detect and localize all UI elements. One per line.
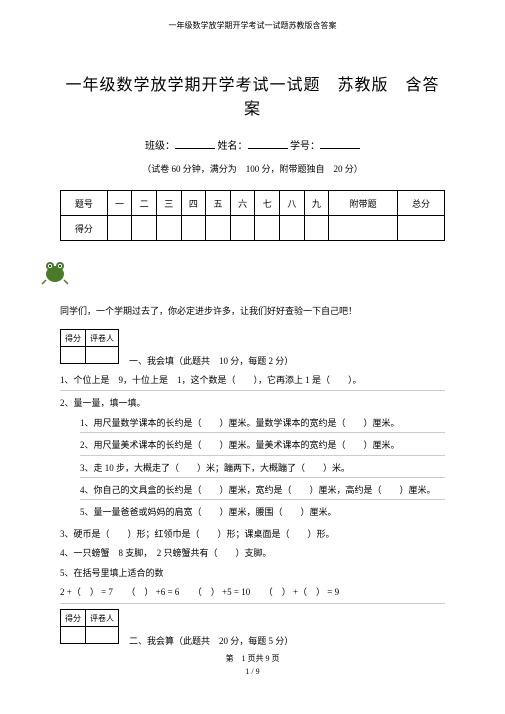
frog-icon <box>40 256 70 286</box>
cell <box>156 216 181 241</box>
cell: 四 <box>181 191 206 216</box>
cell: 得分 <box>61 330 86 347</box>
cell: 九 <box>304 191 329 216</box>
score-table: 题号 一 二 三 四 五 六 七 八 九 附带题 总分 得分 <box>60 190 445 241</box>
cell: 评卷人 <box>86 330 119 347</box>
name-blank <box>248 138 288 149</box>
q2: 2、量一量，填一填。 <box>60 396 445 410</box>
q3: 3、硬币是（ ）形；红领巾是（ ）形；课桌面是（ ）形。 <box>60 527 445 541</box>
q1: 1、个位上是 9，十位上是 1，这个数是（ ），它再添上 1 是（ ）。 <box>60 373 445 391</box>
id-label: 学号： <box>290 141 320 152</box>
cell: 六 <box>230 191 255 216</box>
cell <box>255 216 280 241</box>
cell: 附带题 <box>329 191 398 216</box>
cell: 八 <box>280 191 305 216</box>
q2-3: 3、走 10 步，大概走了（ ）米；蹦两下，大概蹦了（ ）米。 <box>80 461 445 478</box>
section2-header: 得分评卷人 二、我会算（此题共 20 分，每题 5 分） <box>60 609 445 647</box>
cell: 评卷人 <box>86 610 119 627</box>
intro-text: 同学们，一个学期过去了，你必定进步许多，让我们好好查验一下自己吧！ <box>60 304 445 317</box>
q4: 4、一只螃蟹 8 支脚， 2 只螃蟹共有（ ）支脚。 <box>60 546 445 560</box>
cell <box>86 627 119 644</box>
class-blank <box>175 138 215 149</box>
cell: 七 <box>255 191 280 216</box>
cell <box>107 216 132 241</box>
cell <box>132 216 157 241</box>
cell: 题号 <box>61 191 108 216</box>
cell: 总分 <box>398 191 445 216</box>
q5: 5、在括号里填上适合的数 <box>60 566 445 580</box>
q2-1: 1、用尺量数学课本的长约是（ ）厘米。量数学课本的宽约是（ ）厘米。 <box>80 416 445 433</box>
info-line: 班级： 姓名： 学号： <box>60 137 445 152</box>
grader-table: 得分评卷人 <box>60 609 119 644</box>
q2-5: 5、量一量爸爸或妈妈的肩宽（ ）厘米，腰围（ ）厘米。 <box>80 505 445 521</box>
section1-header: 得分评卷人 一、我会填（此题共 10 分，每题 2 分） <box>60 329 445 367</box>
cell: 五 <box>206 191 231 216</box>
footer-ratio: 1 / 9 <box>60 667 445 676</box>
footer-page: 第 1 页共 9 页 <box>60 653 445 664</box>
exam-note: （试卷 60 分钟，满分为 100 分，附带题独自 20 分） <box>60 162 445 175</box>
table-row: 题号 一 二 三 四 五 六 七 八 九 附带题 总分 <box>61 191 445 216</box>
cell <box>280 216 305 241</box>
cell <box>181 216 206 241</box>
cell <box>61 347 86 364</box>
header-small: 一年级数学放学期开学考试一试题苏教版含答案 <box>60 20 445 31</box>
grader-table: 得分评卷人 <box>60 329 119 364</box>
cell <box>329 216 398 241</box>
q2-2: 2、用尺量美术课本的长约是（ ）厘米。量美术课本的宽约是（ ）厘米。 <box>80 438 445 455</box>
cell <box>230 216 255 241</box>
page-title: 一年级数学放学期开学考试一试题 苏教版 含答案 <box>60 71 445 119</box>
cell <box>398 216 445 241</box>
cell <box>86 347 119 364</box>
class-label: 班级： <box>145 141 175 152</box>
section2-title: 二、我会算（此题共 20 分，每题 5 分） <box>129 634 293 647</box>
cell: 二 <box>132 191 157 216</box>
section1-title: 一、我会填（此题共 10 分，每题 2 分） <box>129 354 293 367</box>
cell <box>206 216 231 241</box>
cell: 三 <box>156 191 181 216</box>
id-blank <box>320 138 360 149</box>
cell: 一 <box>107 191 132 216</box>
q2-4: 4、你自己的文具盒的长约是（ ）厘米，宽约是（ ）厘米，高约是（ ）厘米。 <box>80 483 445 500</box>
name-label: 姓名： <box>218 141 248 152</box>
q5-eq: 2 +（ ） = 7 （ ） +6 = 6 （ ） +5 = 10 （ ） +（… <box>60 585 445 604</box>
cell: 得分 <box>61 610 86 627</box>
cell <box>61 627 86 644</box>
table-row: 得分 <box>61 216 445 241</box>
cell: 得分 <box>61 216 108 241</box>
cell <box>304 216 329 241</box>
